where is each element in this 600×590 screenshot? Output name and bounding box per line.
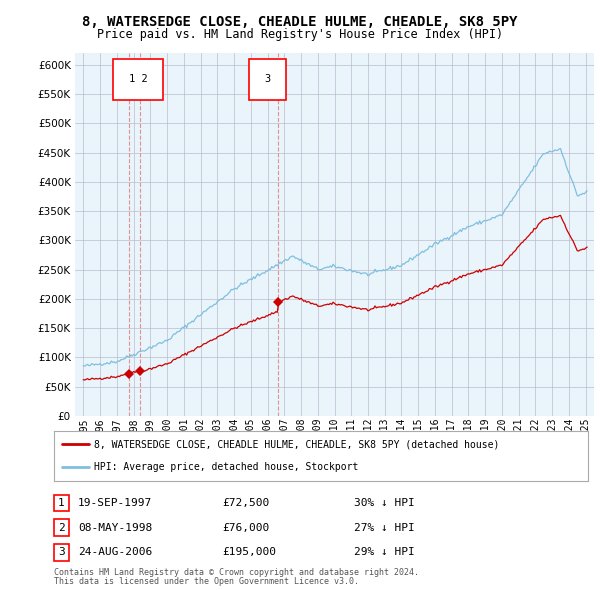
Text: £195,000: £195,000 bbox=[222, 548, 276, 558]
Text: 24-AUG-2006: 24-AUG-2006 bbox=[78, 548, 152, 558]
Text: Contains HM Land Registry data © Crown copyright and database right 2024.: Contains HM Land Registry data © Crown c… bbox=[54, 568, 419, 577]
Text: 1: 1 bbox=[58, 498, 65, 508]
Text: 19-SEP-1997: 19-SEP-1997 bbox=[78, 498, 152, 508]
Text: This data is licensed under the Open Government Licence v3.0.: This data is licensed under the Open Gov… bbox=[54, 578, 359, 586]
Text: 27% ↓ HPI: 27% ↓ HPI bbox=[354, 523, 415, 533]
Text: 1 2: 1 2 bbox=[129, 74, 148, 84]
Text: 08-MAY-1998: 08-MAY-1998 bbox=[78, 523, 152, 533]
Text: 8, WATERSEDGE CLOSE, CHEADLE HULME, CHEADLE, SK8 5PY (detached house): 8, WATERSEDGE CLOSE, CHEADLE HULME, CHEA… bbox=[94, 439, 499, 449]
Text: 8, WATERSEDGE CLOSE, CHEADLE HULME, CHEADLE, SK8 5PY: 8, WATERSEDGE CLOSE, CHEADLE HULME, CHEA… bbox=[82, 15, 518, 29]
Text: HPI: Average price, detached house, Stockport: HPI: Average price, detached house, Stoc… bbox=[94, 463, 358, 473]
Text: 2: 2 bbox=[58, 523, 65, 533]
Text: 29% ↓ HPI: 29% ↓ HPI bbox=[354, 548, 415, 558]
Text: 3: 3 bbox=[265, 74, 271, 84]
Text: 3: 3 bbox=[58, 548, 65, 558]
Text: Price paid vs. HM Land Registry's House Price Index (HPI): Price paid vs. HM Land Registry's House … bbox=[97, 28, 503, 41]
Text: 30% ↓ HPI: 30% ↓ HPI bbox=[354, 498, 415, 508]
Text: £72,500: £72,500 bbox=[222, 498, 269, 508]
Text: £76,000: £76,000 bbox=[222, 523, 269, 533]
